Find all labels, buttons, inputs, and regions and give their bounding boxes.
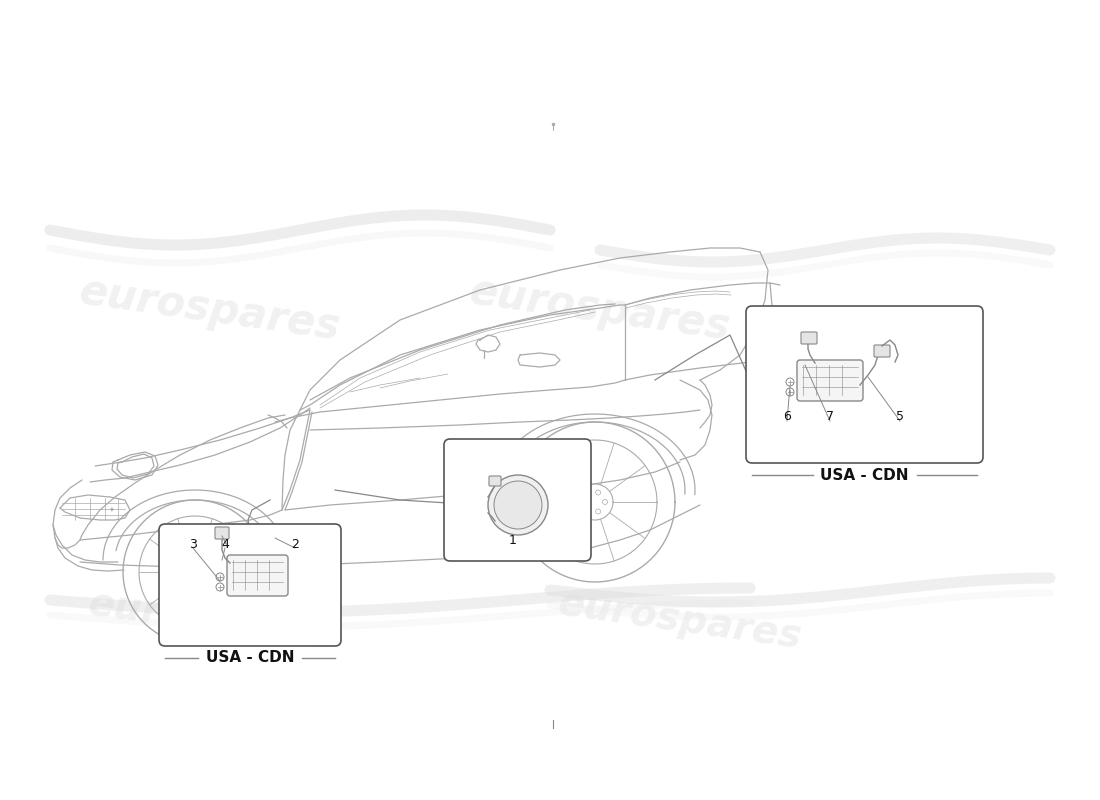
FancyBboxPatch shape [160,524,341,646]
Text: 4: 4 [221,538,229,550]
FancyBboxPatch shape [746,306,983,463]
Circle shape [216,583,224,591]
FancyBboxPatch shape [444,439,591,561]
FancyBboxPatch shape [214,527,229,539]
Circle shape [216,573,224,581]
Circle shape [584,494,590,498]
Text: 7: 7 [826,410,834,423]
Text: 3: 3 [189,538,197,550]
Circle shape [186,565,191,570]
FancyBboxPatch shape [874,345,890,357]
Ellipse shape [572,467,580,473]
Text: eurospares: eurospares [86,584,334,656]
Circle shape [584,506,590,510]
Ellipse shape [559,467,566,473]
Circle shape [494,481,542,529]
Text: eurospares: eurospares [77,271,343,349]
Circle shape [786,388,794,396]
Circle shape [195,577,200,582]
Circle shape [186,574,191,579]
FancyBboxPatch shape [798,360,864,401]
Circle shape [603,499,607,505]
Text: 2: 2 [292,538,299,550]
Text: USA - CDN: USA - CDN [206,650,295,666]
Ellipse shape [546,467,554,473]
Circle shape [786,378,794,386]
Circle shape [488,475,548,535]
Circle shape [595,490,601,495]
FancyBboxPatch shape [490,476,500,486]
Text: ✦: ✦ [109,507,114,513]
Text: 5: 5 [896,410,904,423]
Text: eurospares: eurospares [556,584,804,656]
Circle shape [200,570,206,574]
Text: USA - CDN: USA - CDN [821,467,909,482]
Circle shape [595,509,601,514]
FancyBboxPatch shape [227,555,288,596]
Text: eurospares: eurospares [466,271,734,349]
Circle shape [195,562,200,567]
FancyBboxPatch shape [801,332,817,344]
Text: 1: 1 [508,534,516,547]
Text: 6: 6 [783,410,791,423]
